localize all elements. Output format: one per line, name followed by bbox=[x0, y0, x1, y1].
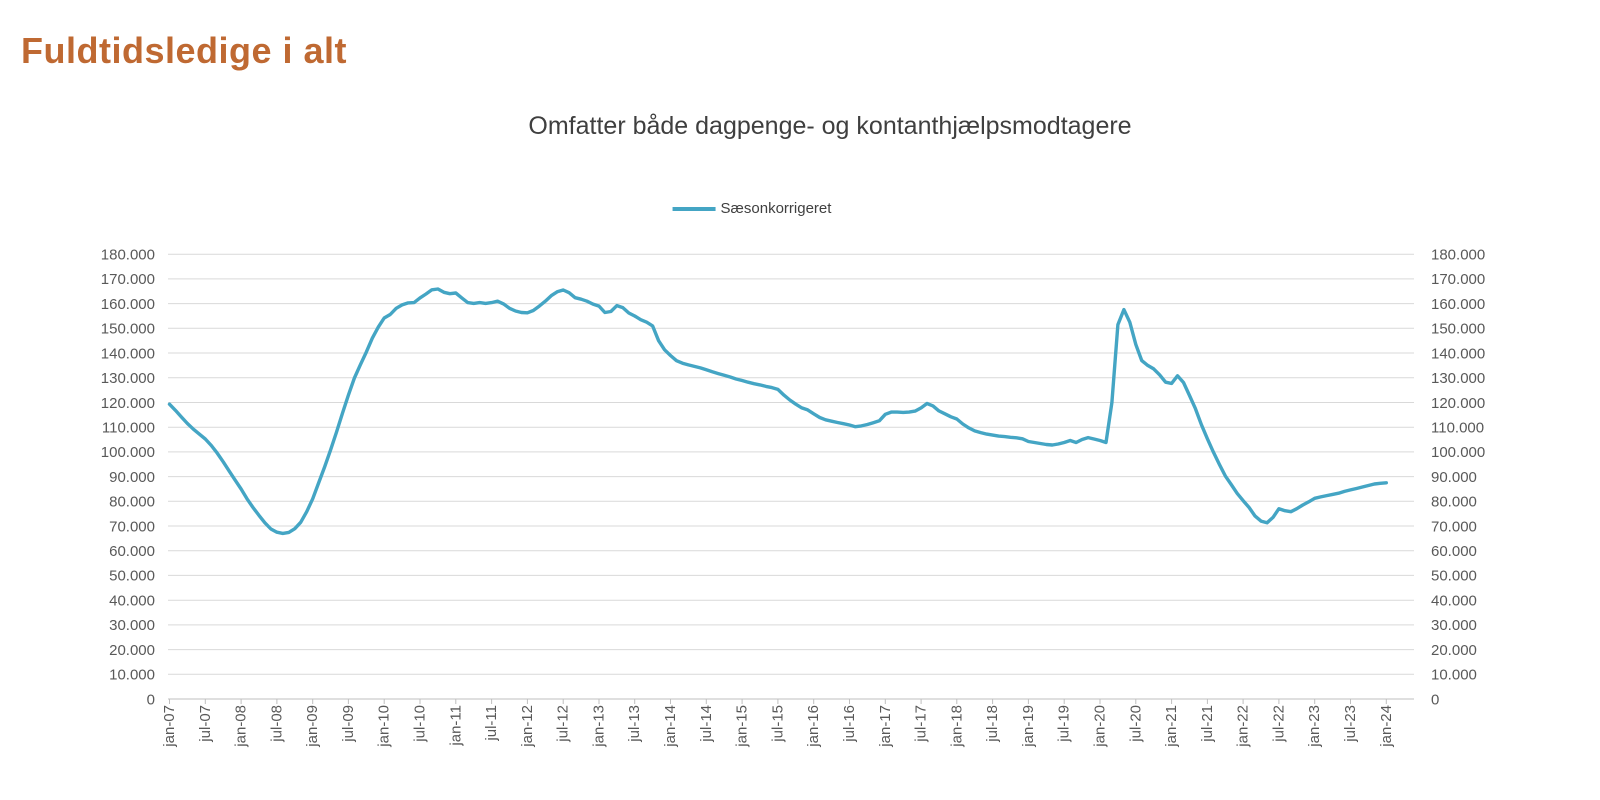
x-axis-label: jan-15 bbox=[734, 705, 751, 748]
y-axis-label-left: 100.000 bbox=[101, 444, 155, 461]
y-axis-label-left: 70.000 bbox=[109, 518, 155, 535]
x-axis-label: jan-20 bbox=[1092, 705, 1109, 748]
page-title: Fuldtidsledige i alt bbox=[21, 30, 348, 71]
x-axis-label: jan-07 bbox=[161, 705, 178, 748]
y-axis-label-left: 120.000 bbox=[101, 395, 155, 412]
y-axis-label-left: 40.000 bbox=[109, 592, 155, 609]
y-axis-label-left: 90.000 bbox=[109, 469, 155, 486]
x-axis-label: jul-21 bbox=[1199, 705, 1216, 743]
x-axis-label: jan-22 bbox=[1235, 705, 1252, 748]
y-axis-label-right: 120.000 bbox=[1431, 395, 1485, 412]
x-axis-label: jan-18 bbox=[948, 705, 965, 748]
x-axis-label: jul-09 bbox=[340, 705, 357, 743]
y-axis-label-right: 30.000 bbox=[1431, 617, 1477, 634]
legend-line-swatch bbox=[672, 206, 716, 211]
x-axis-label: jul-13 bbox=[626, 705, 643, 743]
series-line-saesonkorrigeret bbox=[167, 287, 1388, 536]
x-axis-label: jan-11 bbox=[447, 705, 464, 747]
chart-title: Omfatter både dagpenge- og kontanthjælps… bbox=[528, 112, 1132, 140]
y-axis-label-left: 130.000 bbox=[101, 370, 155, 387]
y-axis-label-right: 60.000 bbox=[1431, 543, 1477, 560]
y-axis-label-left: 180.000 bbox=[101, 246, 155, 263]
y-axis-label-right: 130.000 bbox=[1431, 370, 1485, 387]
y-axis-label-left: 150.000 bbox=[101, 321, 155, 338]
grid-layer bbox=[168, 253, 1414, 675]
x-axis-label: jul-11 bbox=[483, 705, 500, 742]
y-axis-label-right: 180.000 bbox=[1431, 246, 1485, 263]
y-axis-label-left: 80.000 bbox=[109, 494, 155, 511]
x-axis-label: jul-15 bbox=[769, 705, 786, 743]
y-axis-label-right: 170.000 bbox=[1431, 271, 1485, 288]
y-axis-label-right: 20.000 bbox=[1431, 642, 1477, 659]
x-axis-label: jul-19 bbox=[1056, 705, 1073, 743]
y-axis-label-left: 30.000 bbox=[109, 617, 155, 634]
x-axis-label: jul-08 bbox=[268, 705, 285, 743]
axis-layer bbox=[168, 698, 1414, 704]
x-axis-label: jan-19 bbox=[1020, 705, 1037, 748]
y-axis-label-right: 160.000 bbox=[1431, 296, 1485, 313]
y-axis-labels-right: 0 10.000 20.000 30.000 40.000 50.000 60.000 70.… bbox=[1431, 246, 1485, 708]
y-axis-label-left: 160.000 bbox=[101, 296, 155, 313]
x-axis-label: jan-08 bbox=[233, 705, 250, 748]
x-axis-labels: jan-07 jul-07 jan-08 jul-08 jan-09 jul-09 jan-… bbox=[161, 705, 1395, 748]
y-axis-label-left: 50.000 bbox=[109, 568, 155, 585]
y-axis-label-right: 10.000 bbox=[1431, 667, 1477, 684]
x-axis-label: jan-14 bbox=[662, 705, 679, 748]
y-axis-label-left: 0 bbox=[147, 691, 155, 708]
y-axis-label-right: 80.000 bbox=[1431, 494, 1477, 511]
x-axis-label: jan-16 bbox=[805, 705, 822, 748]
y-axis-label-left: 10.000 bbox=[109, 667, 155, 684]
x-axis-label: jul-18 bbox=[984, 705, 1001, 743]
x-axis-label: jul-14 bbox=[698, 705, 715, 743]
x-axis-label: jan-23 bbox=[1306, 705, 1323, 748]
y-axis-label-right: 0 bbox=[1431, 691, 1439, 708]
x-axis-label: jul-12 bbox=[555, 705, 572, 743]
y-axis-label-right: 90.000 bbox=[1431, 469, 1477, 486]
x-axis-label: jul-23 bbox=[1342, 705, 1359, 743]
x-axis-label: jul-20 bbox=[1127, 705, 1144, 743]
y-axis-label-right: 100.000 bbox=[1431, 444, 1485, 461]
y-axis-label-right: 40.000 bbox=[1431, 592, 1477, 609]
x-axis-label: jul-16 bbox=[841, 705, 858, 743]
series-layer bbox=[167, 287, 1388, 536]
legend: Sæsonkorrigeret bbox=[672, 200, 832, 217]
x-axis-label: jan-09 bbox=[304, 705, 321, 748]
x-axis-label: jul-17 bbox=[913, 705, 930, 743]
x-axis-label: jan-17 bbox=[877, 705, 894, 748]
y-axis-label-left: 170.000 bbox=[101, 271, 155, 288]
x-axis-label: jan-12 bbox=[519, 705, 536, 748]
y-axis-label-left: 140.000 bbox=[101, 345, 155, 362]
y-axis-label-right: 110.000 bbox=[1431, 419, 1484, 436]
y-axis-label-left: 110.000 bbox=[102, 419, 155, 436]
x-axis-label: jan-24 bbox=[1378, 705, 1395, 748]
x-axis-label: jul-22 bbox=[1270, 705, 1287, 743]
y-axis-label-right: 70.000 bbox=[1431, 518, 1477, 535]
x-axis-label: jul-07 bbox=[197, 705, 214, 743]
legend-label: Sæsonkorrigeret bbox=[720, 200, 832, 217]
y-axis-label-left: 60.000 bbox=[109, 543, 155, 560]
y-axis-labels-left: 0 10.000 20.000 30.000 40.000 50.000 60.000 70.… bbox=[101, 246, 155, 708]
y-axis-label-right: 140.000 bbox=[1431, 345, 1485, 362]
x-axis-label: jan-13 bbox=[591, 705, 608, 748]
x-axis-label: jan-10 bbox=[376, 705, 393, 748]
x-axis-label: jan-21 bbox=[1163, 705, 1180, 748]
y-axis-label-right: 150.000 bbox=[1431, 321, 1485, 338]
y-axis-label-left: 20.000 bbox=[109, 642, 155, 659]
y-axis-label-right: 50.000 bbox=[1431, 568, 1477, 585]
x-axis-label: jul-10 bbox=[412, 705, 429, 743]
